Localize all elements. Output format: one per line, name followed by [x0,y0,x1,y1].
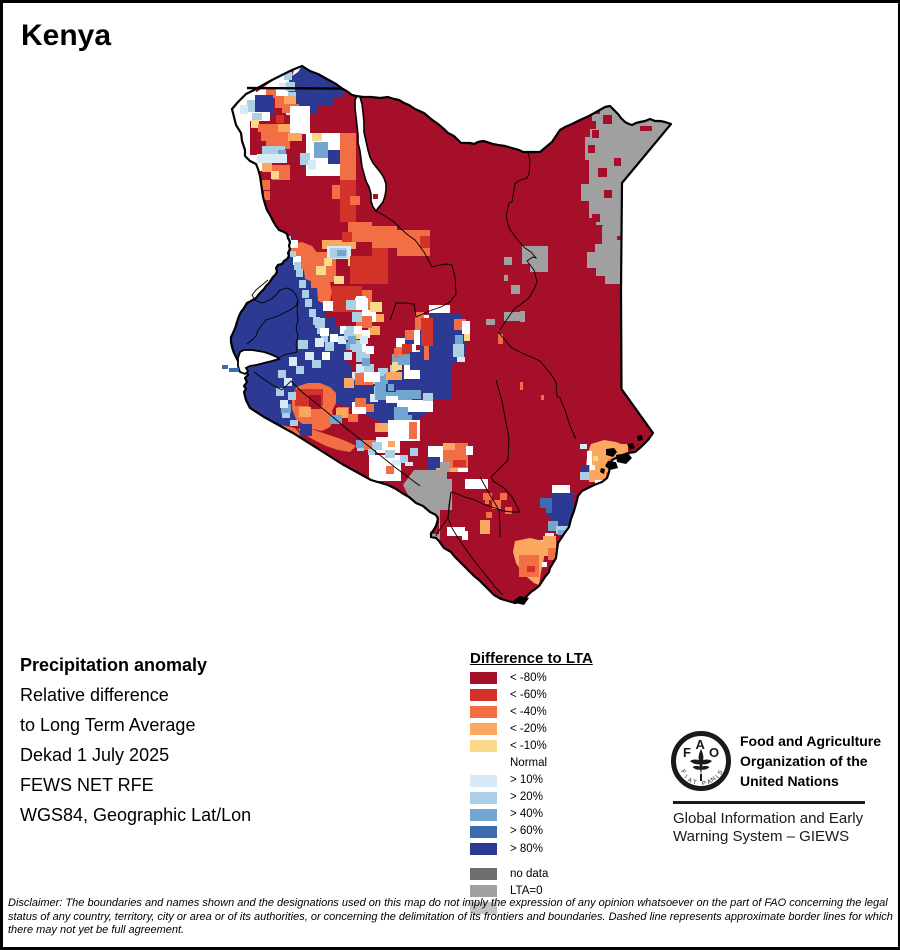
svg-text:P: P [702,781,707,788]
svg-text:A: A [686,777,692,784]
svg-text:I: I [683,774,688,780]
svg-text:T: T [692,780,697,787]
svg-text:I: I [715,774,721,779]
svg-text:S: S [717,770,724,776]
svg-text:A: A [707,779,713,786]
svg-text:N: N [710,776,717,783]
svg-text:O: O [709,745,719,760]
svg-text:F: F [679,769,686,776]
svg-text:A: A [696,737,706,752]
svg-text:F: F [683,745,691,760]
